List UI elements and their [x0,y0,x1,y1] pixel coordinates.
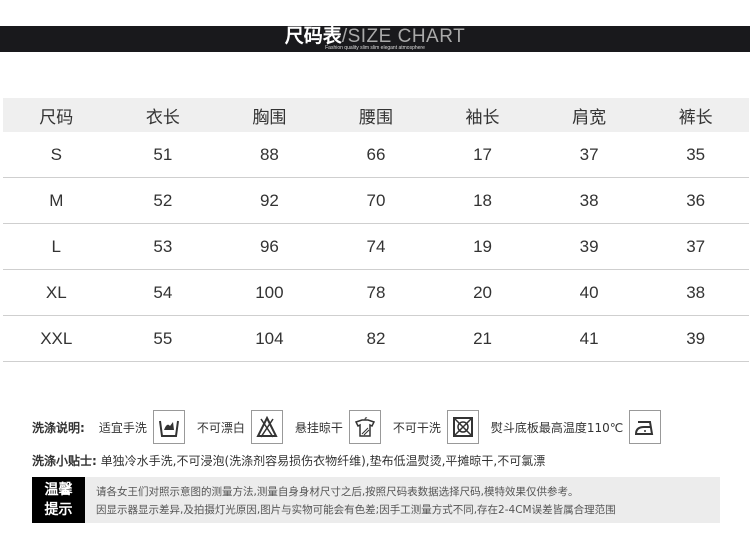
table-cell: 54 [109,269,217,316]
table-cell: 92 [216,177,323,224]
reminder-label: 温馨 提示 [32,477,85,523]
care-text: 悬挂晾干 [294,420,343,435]
care-text: 不可漂白 [196,420,245,435]
table-cell: 52 [109,177,217,224]
banner-title: 尺码表/SIZE CHART [284,25,466,47]
table-cell: 70 [322,177,430,224]
table-cell: 74 [322,223,430,270]
table-cell: 17 [429,132,536,178]
table-cell: 36 [642,177,749,224]
table-cell: L [3,223,110,270]
table-cell: 21 [429,315,536,362]
table-cell: 20 [429,269,536,316]
care-text: 不可干洗 [392,420,441,435]
table-row: L 53 96 74 19 39 37 [3,223,749,270]
table-cell: S [3,132,110,178]
column-header: 尺码 [3,98,110,132]
warm-reminder: 温馨 提示 请各女王们对照示意图的测量方法,测量自身身材尺寸之后,按照尺码表数据选… [32,477,720,523]
table-cell: 35 [642,132,749,178]
table-cell: 66 [322,132,430,178]
table-cell: 88 [216,132,323,178]
iron-icon [629,410,662,444]
no-dry-clean-icon [446,410,479,444]
table-cell: 37 [535,132,643,178]
column-header: 衣长 [109,98,217,132]
table-row: XXL 55 104 82 21 41 39 [3,315,749,362]
hand-wash-icon [152,410,185,444]
table-cell: 39 [642,315,749,362]
table-cell: 40 [535,269,643,316]
table-row: S 51 88 66 17 37 35 [3,132,749,178]
table-cell: 51 [109,132,217,178]
column-header: 裤长 [642,98,749,132]
no-bleach-icon [250,410,283,444]
reminder-line: 因显示器显示差异,及拍摄灯光原因,图片与实物可能会有色差;因手工测量方式不同,存… [96,504,616,516]
table-cell: 82 [322,315,430,362]
reminder-line: 请各女王们对照示意图的测量方法,测量自身身材尺寸之后,按照尺码表数据选择尺码,模… [96,486,579,498]
table-header-row: 尺码 衣长 胸围 腰围 袖长 肩宽 裤长 [3,98,749,132]
table-cell: 38 [642,269,749,316]
title-banner: 尺码表/SIZE CHART Fashion quality slim slim… [0,26,750,52]
column-header: 肩宽 [535,98,643,132]
column-header: 胸围 [216,98,323,132]
table-cell: XXL [3,315,110,362]
table-cell: 100 [216,269,323,316]
table-cell: 55 [109,315,217,362]
table-cell: 104 [216,315,323,362]
table-cell: 41 [535,315,643,362]
banner-subtitle: Fashion quality slim slim elegant atmosp… [325,45,425,51]
care-text: 熨斗底板最高温度110℃ [490,420,624,435]
column-header: 袖长 [429,98,536,132]
size-table: 尺码 衣长 胸围 腰围 袖长 肩宽 裤长 S 51 88 66 17 37 35 M 52 92 70 18 38 3… [3,98,749,362]
care-instructions: 洗涤说明: 适宜手洗 不可漂白 悬挂晾干 不可干洗 熨斗底板最高温度110℃ [32,410,673,444]
table-row: XL 54 100 78 20 40 38 [3,269,749,316]
table-cell: 19 [429,223,536,270]
table-cell: 39 [535,223,643,270]
table-cell: XL [3,269,110,316]
table-row: M 52 92 70 18 38 36 [3,177,749,224]
table-cell: 96 [216,223,323,270]
washing-tips: 洗涤小贴士: 单独冷水手洗,不可浸泡(洗涤剂容易损伤衣物纤维),垫布低温熨烫,平… [32,454,546,468]
care-text: 适宜手洗 [98,420,147,435]
table-cell: 18 [429,177,536,224]
table-cell: M [3,177,110,224]
table-cell: 78 [322,269,430,316]
care-label: 洗涤说明: [32,420,85,435]
table-cell: 53 [109,223,217,270]
table-cell: 38 [535,177,643,224]
column-header: 腰围 [322,98,430,132]
hang-dry-icon [348,410,381,444]
table-cell: 37 [642,223,749,270]
